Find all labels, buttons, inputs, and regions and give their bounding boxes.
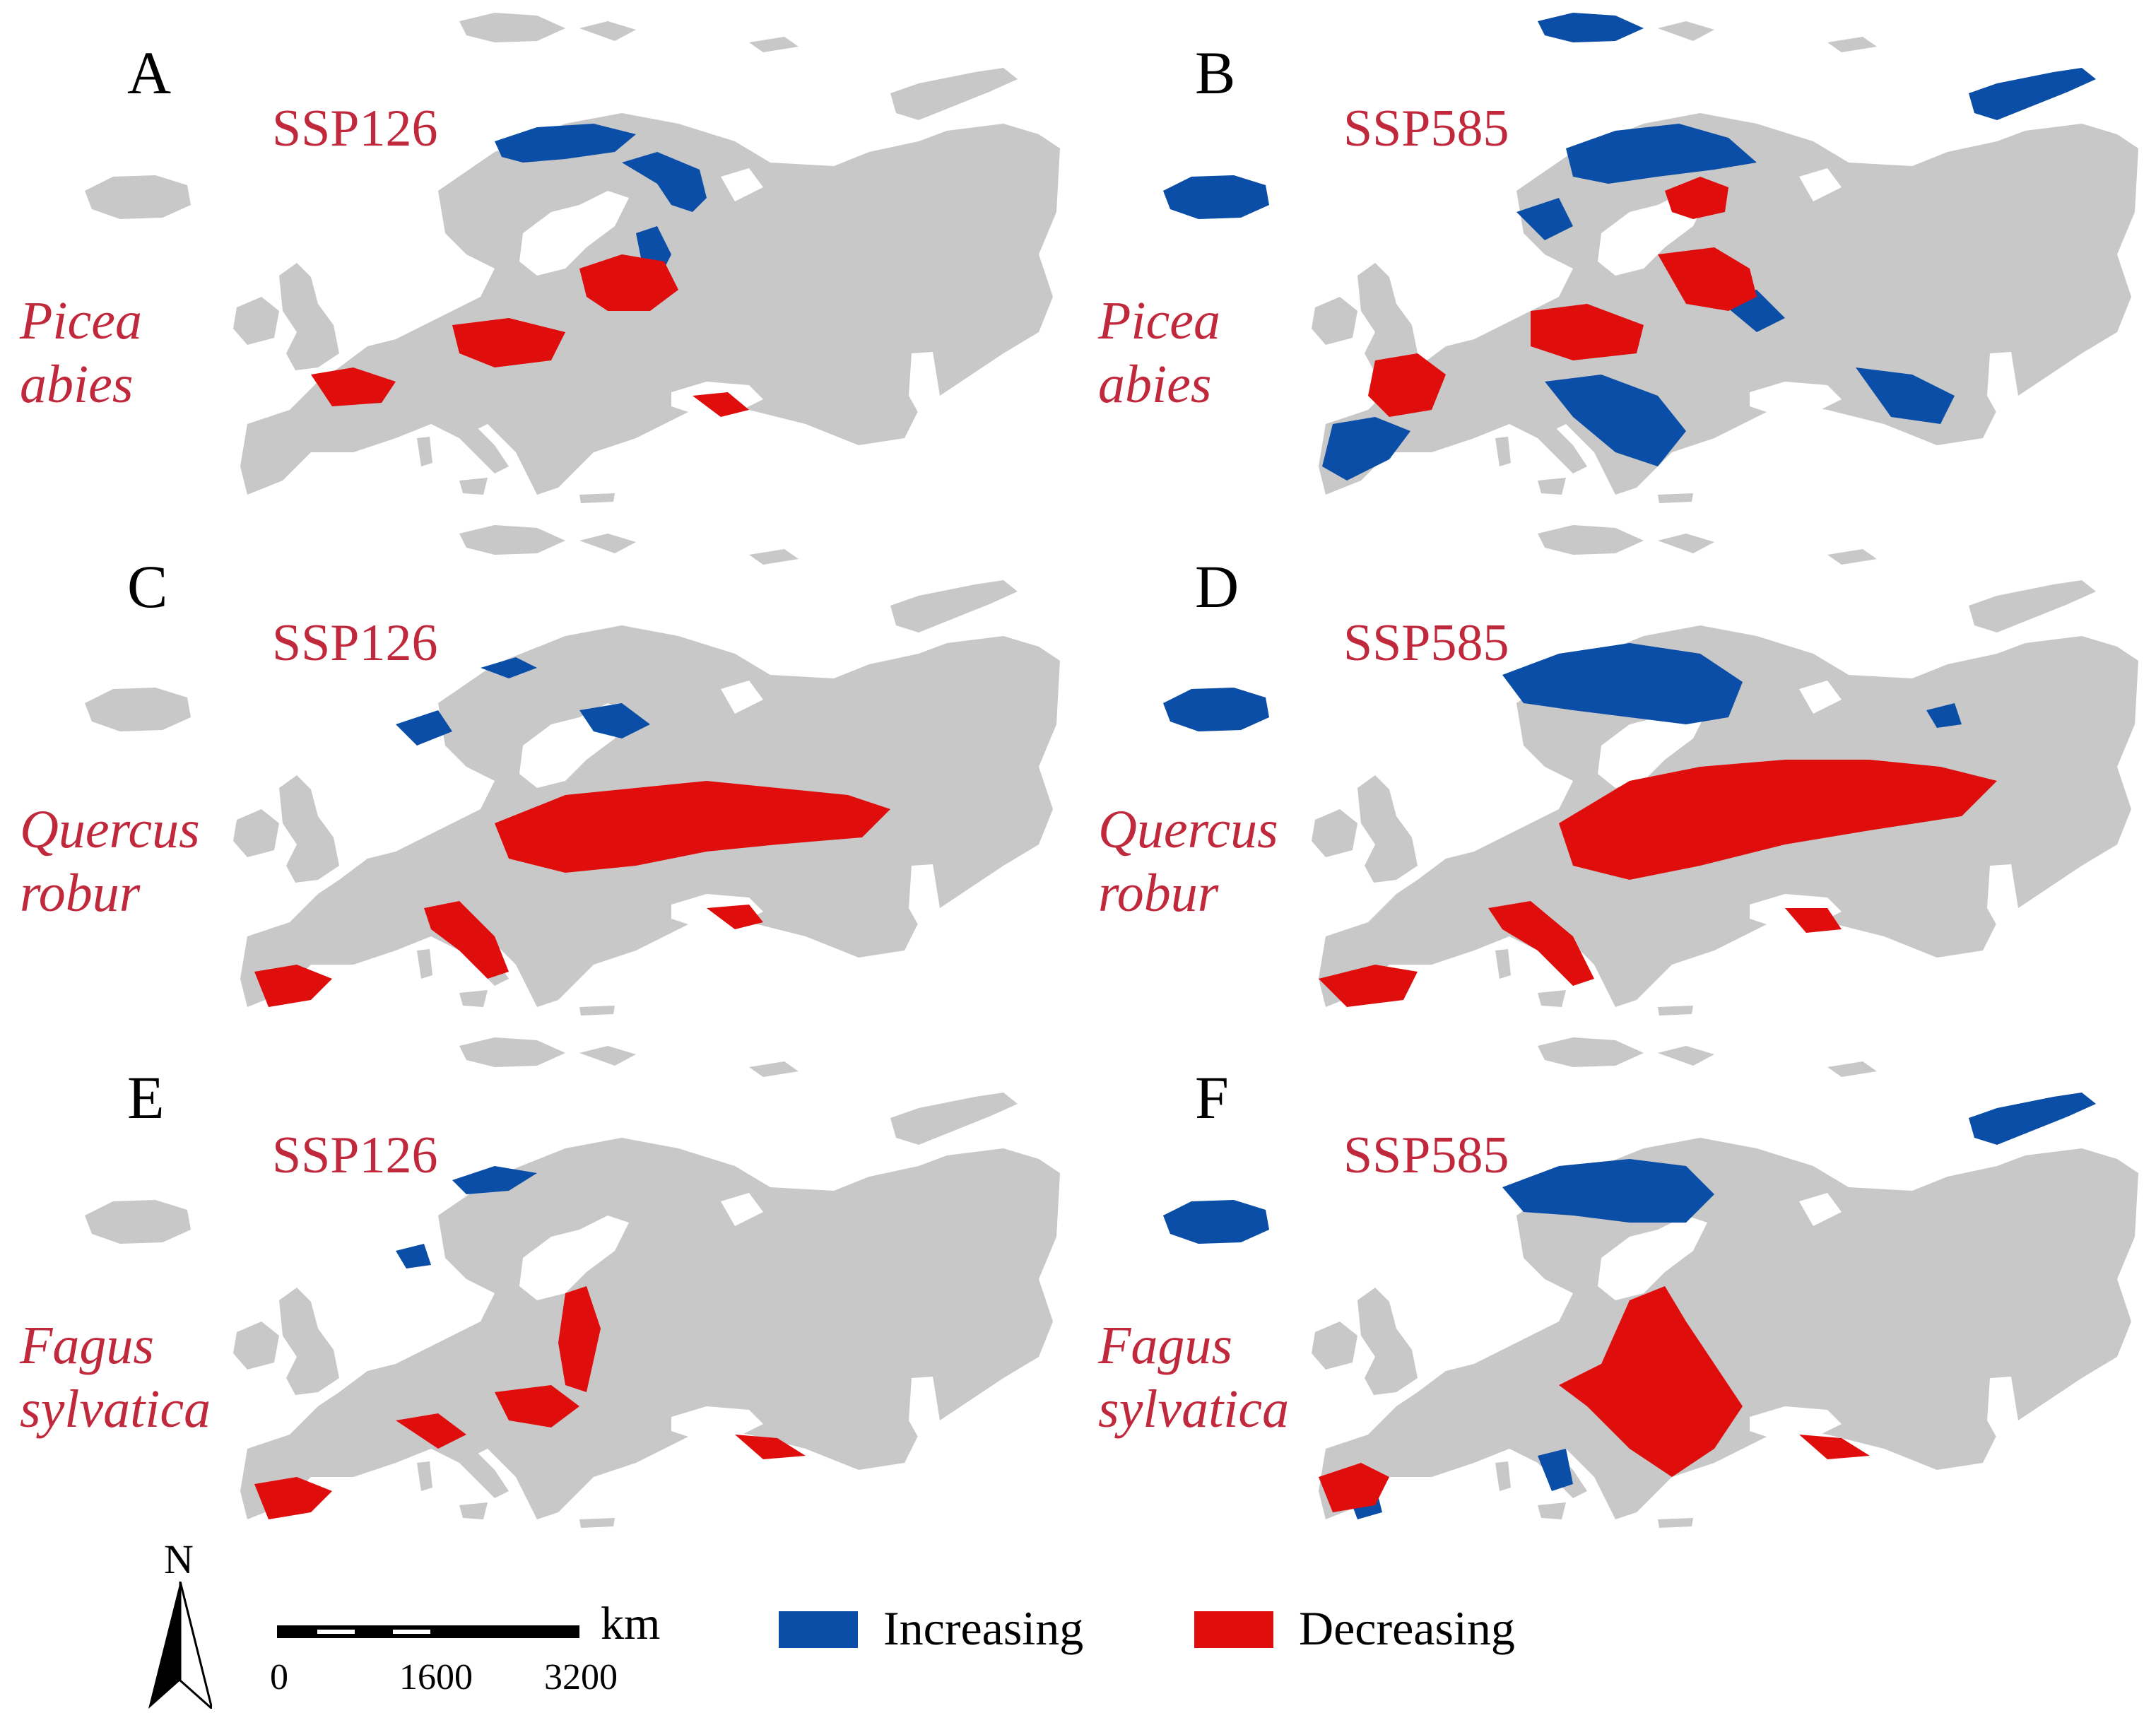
scenario-label: SSP126 xyxy=(272,614,438,672)
decrease-areas xyxy=(1319,760,1997,1007)
europe-map xyxy=(85,525,1060,1016)
scale-unit: km xyxy=(601,1598,661,1649)
species-epithet: sylvatica xyxy=(20,1379,211,1439)
increase-areas xyxy=(396,1166,537,1268)
panel-letter: E xyxy=(127,1064,165,1131)
species-genus: Picea xyxy=(20,291,143,351)
species-epithet: sylvatica xyxy=(1098,1379,1290,1439)
scale-tick-3200: 3200 xyxy=(544,1657,618,1697)
decrease-areas xyxy=(1319,1286,1870,1512)
panel-letter: C xyxy=(127,553,168,620)
species-genus: Fagus xyxy=(1098,1316,1232,1375)
europe-map xyxy=(85,13,1060,503)
europe-map xyxy=(85,1037,1060,1528)
europe-map xyxy=(1163,1037,2138,1528)
species-genus: Picea xyxy=(1098,291,1221,351)
legend-swatch-increasing xyxy=(779,1611,858,1648)
species-label: Quercus robur xyxy=(1098,799,1278,925)
species-label: Fagus sylvatica xyxy=(20,1314,211,1441)
scenario-label: SSP585 xyxy=(1343,614,1509,672)
species-label: Quercus robur xyxy=(20,799,200,925)
species-epithet: abies xyxy=(20,354,134,414)
europe-map xyxy=(1163,525,2138,1016)
species-label: Picea abies xyxy=(20,290,142,416)
decrease-areas xyxy=(311,254,749,417)
legend-label-increasing: Increasing xyxy=(883,1601,1084,1655)
panel-letter: A xyxy=(127,39,172,107)
europe-map xyxy=(1163,13,2138,503)
scale-bar xyxy=(277,1625,579,1638)
species-epithet: robur xyxy=(1098,863,1219,923)
panel-letter: B xyxy=(1195,39,1236,107)
legend-label-decreasing: Decreasing xyxy=(1299,1601,1515,1655)
species-label: Picea abies xyxy=(1098,290,1220,416)
increase-areas xyxy=(1163,13,2096,481)
species-genus: Fagus xyxy=(20,1316,154,1375)
increase-areas xyxy=(1163,1093,2096,1519)
map-panel-f: F SSP585 Fagus sylvatica xyxy=(1078,1025,2156,1536)
scenario-label: SSP126 xyxy=(272,1126,438,1184)
scenario-label: SSP126 xyxy=(272,100,438,158)
decrease-areas xyxy=(254,781,890,1007)
north-arrow-icon: N xyxy=(148,1539,212,1709)
map-panel-a: A SSP126 Picea abies xyxy=(0,0,1078,512)
map-panel-c: C SSP126 Quercus robur xyxy=(0,512,1078,1024)
panel-letter: D xyxy=(1195,553,1239,620)
species-label: Fagus sylvatica xyxy=(1098,1314,1289,1441)
legend-swatch-decreasing xyxy=(1194,1611,1273,1648)
increase-areas xyxy=(396,657,650,746)
species-epithet: abies xyxy=(1098,354,1212,414)
scenario-label: SSP585 xyxy=(1343,100,1509,158)
scale-tick-1600: 1600 xyxy=(399,1657,473,1697)
decrease-areas xyxy=(254,1286,806,1519)
map-panel-d: D SSP585 Quercus robur xyxy=(1078,512,2156,1024)
scenario-label: SSP585 xyxy=(1343,1126,1509,1184)
decrease-areas xyxy=(1368,177,1757,417)
species-genus: Quercus xyxy=(20,800,200,859)
panel-letter: F xyxy=(1195,1064,1229,1131)
species-epithet: robur xyxy=(20,863,141,923)
map-panel-b: B SSP585 Picea abies xyxy=(1078,0,2156,512)
map-panel-e: E SSP126 Fagus sylvatica xyxy=(0,1025,1078,1536)
species-genus: Quercus xyxy=(1098,800,1278,859)
north-label: N xyxy=(164,1536,194,1582)
map-legend: N km 0 1600 3200 Increasing Decreasing xyxy=(0,1534,2156,1713)
increase-areas xyxy=(1163,643,1962,731)
scale-tick-0: 0 xyxy=(270,1657,288,1697)
